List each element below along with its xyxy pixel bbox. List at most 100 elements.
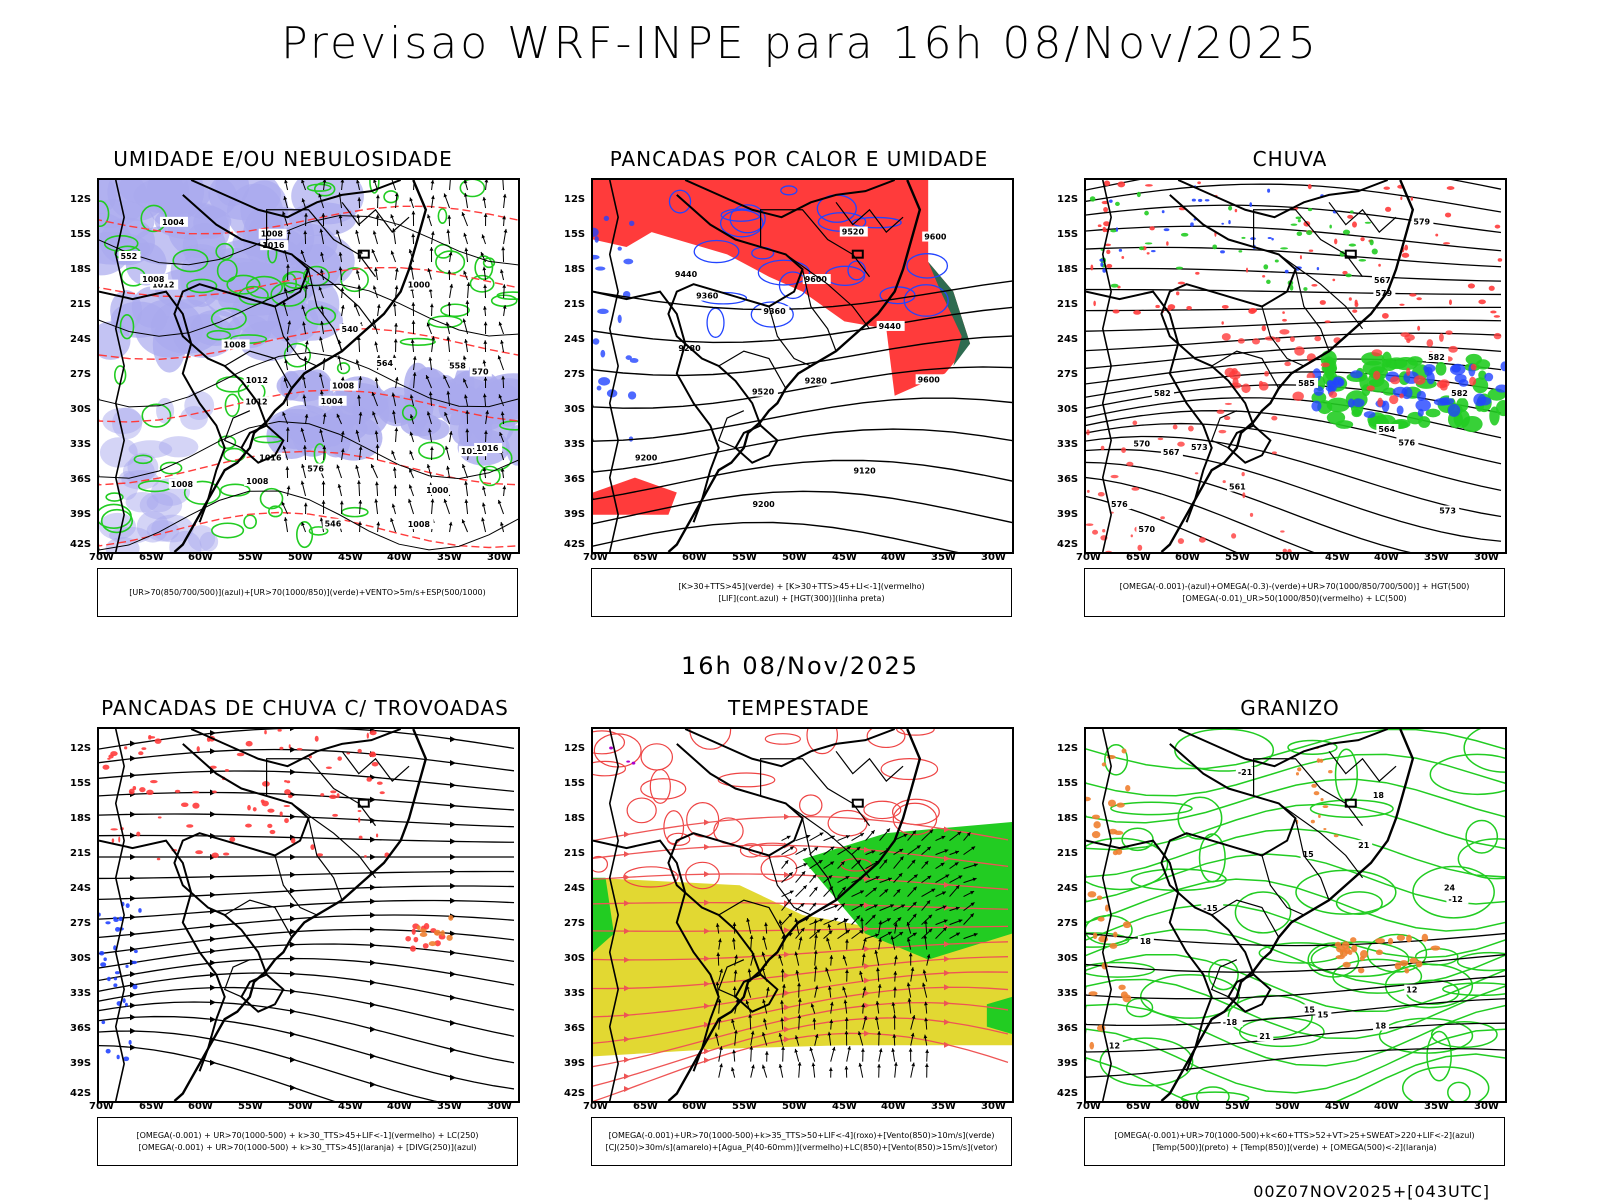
contour-label: 15: [1303, 850, 1315, 859]
latitude-tick-label: 21S: [70, 848, 91, 859]
legend-line: [OMEGA(-0.01)_UR>50(1000/850)(vermelho) …: [1085, 593, 1504, 605]
contour-label: 1008: [408, 520, 431, 529]
longitude-tick-label: 30W: [1474, 1101, 1499, 1112]
panel-legend: [OMEGA(-0.001) + UR>70(1000-500) + k>30_…: [97, 1117, 518, 1166]
latitude-tick-label: 12S: [564, 194, 585, 205]
latitude-tick-label: 36S: [1057, 1023, 1078, 1034]
contour-label: 573: [1439, 507, 1456, 516]
contour-label: 9600: [918, 375, 941, 384]
latitude-tick-label: 39S: [564, 509, 585, 520]
latitude-tick-label: 24S: [70, 883, 91, 894]
latitude-tick-label: 30S: [1057, 953, 1078, 964]
legend-line: [OMEGA(-0.001)+UR>70(1000-500)+k<60+TTS>…: [1085, 1130, 1504, 1142]
longitude-tick-label: 55W: [732, 1101, 757, 1112]
latitude-tick-label: 27S: [70, 369, 91, 380]
latitude-tick-label: 18S: [1057, 813, 1078, 824]
contour-label: 585: [1298, 379, 1315, 388]
atlantic-coastline: [1161, 729, 1412, 1101]
latitude-tick-label: 15S: [70, 229, 91, 240]
contour-label: 1016: [476, 444, 499, 453]
contour-label: 24: [1444, 884, 1456, 893]
longitude-tick-label: 60W: [1175, 552, 1200, 563]
contour-label: 9200: [752, 500, 775, 509]
legend-line: [K>30+TTS>45](verde) + [K>30+TTS>45+LI<-…: [592, 581, 1011, 593]
latitude-tick-label: 12S: [70, 743, 91, 754]
latitude-tick-label: 42S: [564, 1088, 585, 1099]
longitude-tick-label: 50W: [288, 552, 313, 563]
longitude-tick-label: 50W: [1275, 1101, 1300, 1112]
longitude-tick-label: 65W: [139, 552, 164, 563]
contour-label: -18: [1223, 1018, 1238, 1027]
longitude-tick-label: 50W: [782, 1101, 807, 1112]
latitude-tick-label: 33S: [1057, 439, 1078, 450]
contour-label: 1008: [332, 382, 355, 391]
latitude-tick-label: 15S: [70, 778, 91, 789]
latitude-tick-label: 36S: [1057, 474, 1078, 485]
longitude-tick-label: 60W: [188, 1101, 213, 1112]
longitude-tick-label: 70W: [1076, 552, 1101, 563]
contour-label: 1008: [261, 230, 284, 239]
longitude-tick-label: 55W: [238, 1101, 263, 1112]
panel-title: PANCADAS POR CALOR E UMIDADE: [539, 147, 1059, 171]
contour-label: 21: [1358, 841, 1370, 850]
longitude-tick-label: 45W: [1325, 552, 1350, 563]
longitude-tick-label: 30W: [487, 552, 512, 563]
contour-label: 9520: [752, 388, 775, 397]
map-canvas: [593, 729, 1012, 1101]
longitude-tick-label: 60W: [682, 1101, 707, 1112]
contour-label: 1008: [224, 340, 247, 349]
panel-legend: [OMEGA(-0.001)+UR>70(1000-500)+k<60+TTS>…: [1084, 1117, 1505, 1166]
contour-label: 576: [307, 464, 324, 473]
longitude-tick-label: 45W: [338, 552, 363, 563]
latitude-tick-label: 39S: [70, 509, 91, 520]
longitude-tick-label: 30W: [981, 1101, 1006, 1112]
latitude-tick-label: 36S: [70, 474, 91, 485]
panel-title: GRANIZO: [1030, 696, 1550, 720]
contour-label: 15: [1317, 1010, 1329, 1019]
longitude-tick-label: 50W: [1275, 552, 1300, 563]
latitude-tick-label: 42S: [1057, 1088, 1078, 1099]
latitude-tick-label: 27S: [564, 369, 585, 380]
thunderstorm-orange: [417, 915, 454, 946]
contour-label: 9200: [635, 453, 658, 462]
contour-label: 1008: [171, 480, 194, 489]
contour-label: 564: [1378, 425, 1395, 434]
state-border: [719, 411, 744, 448]
contour-label: 18: [1373, 791, 1385, 800]
longitude-tick-label: 70W: [89, 1101, 114, 1112]
longitude-tick-label: 35W: [931, 552, 956, 563]
latitude-tick-label: 21S: [564, 299, 585, 310]
latitude-tick-label: 30S: [70, 953, 91, 964]
longitude-tick-label: 70W: [583, 1101, 608, 1112]
contour-label: 9440: [879, 322, 902, 331]
latitude-tick-label: 30S: [564, 953, 585, 964]
contour-label: 576: [1398, 439, 1415, 448]
contour-label: 9520: [842, 228, 865, 237]
latitude-tick-label: 27S: [564, 918, 585, 929]
contour-label: 9600: [924, 233, 947, 242]
longitude-tick-label: 65W: [1126, 1101, 1151, 1112]
heat-humidity-red-south: [593, 478, 677, 515]
legend-line: [OMEGA(-0.001) + UR>70(1000-500) + k>30_…: [98, 1130, 517, 1142]
latitude-tick-label: 15S: [564, 778, 585, 789]
country-border: [1161, 744, 1295, 975]
latitude-tick-label: 27S: [1057, 369, 1078, 380]
longitude-tick-label: 55W: [1225, 552, 1250, 563]
legend-line: [OMEGA(-0.001)-(azul)+OMEGA(-0.3)-(verde…: [1085, 581, 1504, 593]
latitude-tick-label: 21S: [564, 848, 585, 859]
panel-title: TEMPESTADE: [539, 696, 1059, 720]
latitude-tick-label: 24S: [564, 883, 585, 894]
panel-legend: [K>30+TTS>45](verde) + [K>30+TTS>45+LI<-…: [591, 568, 1012, 617]
latitude-tick-label: 18S: [1057, 264, 1078, 275]
latitude-tick-label: 12S: [564, 743, 585, 754]
legend-line: [OMEGA(-0.001) + UR>70(1000-500) + k>30_…: [98, 1142, 517, 1154]
contour-label: 567: [1163, 448, 1180, 457]
contour-label: 9440: [675, 270, 698, 279]
contour-label: 570: [472, 367, 489, 376]
longitude-tick-label: 30W: [487, 1101, 512, 1112]
legend-line: [LIF](cont.azul) + [HGT(300)](linha pret…: [592, 593, 1011, 605]
contour-label: 9360: [763, 307, 786, 316]
contour-label: 552: [121, 252, 138, 261]
latitude-tick-label: 30S: [564, 404, 585, 415]
